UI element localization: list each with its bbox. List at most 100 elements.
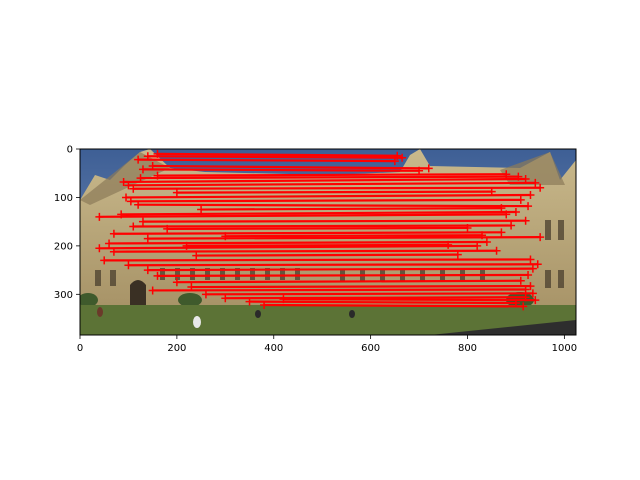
y-tick-label: 200 xyxy=(54,241,73,252)
match-point xyxy=(109,247,118,256)
match-line xyxy=(143,152,407,162)
match-point xyxy=(514,172,523,181)
match-line xyxy=(119,175,530,186)
match-point xyxy=(511,207,520,216)
match-point xyxy=(192,251,201,260)
match-point xyxy=(122,193,131,202)
match-point xyxy=(197,205,206,214)
match-point xyxy=(487,187,496,196)
match-point xyxy=(398,153,407,162)
match-point xyxy=(143,234,152,243)
x-tick-label: 600 xyxy=(361,343,380,354)
match-point xyxy=(260,300,269,309)
match-point xyxy=(105,239,114,248)
match-line xyxy=(124,178,540,190)
match-point xyxy=(521,285,530,294)
match-point xyxy=(201,290,210,299)
y-axis: 0 100 200 300 xyxy=(54,145,80,301)
match-point xyxy=(143,266,152,275)
match-line xyxy=(143,233,545,243)
match-line xyxy=(138,216,530,226)
match-point xyxy=(126,197,135,206)
match-point xyxy=(516,195,525,204)
match-line xyxy=(260,300,528,311)
match-point xyxy=(134,155,143,164)
match-point xyxy=(463,223,472,232)
match-point xyxy=(519,302,528,311)
y-tick-label: 300 xyxy=(54,290,73,301)
match-point xyxy=(153,271,162,280)
match-point xyxy=(138,217,147,226)
match-point xyxy=(528,264,537,273)
match-point xyxy=(531,296,540,305)
x-tick-label: 0 xyxy=(77,343,83,354)
match-point xyxy=(119,177,128,186)
y-tick-label: 0 xyxy=(67,145,73,156)
match-point xyxy=(516,276,525,285)
x-tick-label: 200 xyxy=(167,343,186,354)
match-line xyxy=(221,293,530,303)
match-point xyxy=(148,161,157,170)
axes-frame xyxy=(79,148,577,336)
match-point xyxy=(129,222,138,231)
match-line xyxy=(124,260,542,270)
match-line xyxy=(192,250,462,260)
match-point xyxy=(279,295,288,304)
match-point xyxy=(109,229,118,238)
match-line xyxy=(221,231,487,241)
x-tick-label: 400 xyxy=(264,343,283,354)
match-line xyxy=(153,270,533,280)
match-point xyxy=(521,216,530,225)
match-point xyxy=(526,255,535,264)
match-point xyxy=(478,231,487,240)
match-point xyxy=(124,261,133,270)
match-point xyxy=(492,246,501,255)
match-line xyxy=(122,191,535,202)
match-line xyxy=(279,295,540,305)
match-point xyxy=(136,174,145,183)
match-line xyxy=(129,183,545,193)
match-point xyxy=(134,200,143,209)
match-line xyxy=(172,276,525,287)
match-point xyxy=(153,149,162,158)
match-point xyxy=(524,270,533,279)
match-point xyxy=(497,228,506,237)
match-point xyxy=(172,188,181,197)
match-line xyxy=(95,241,482,253)
match-point xyxy=(526,191,535,200)
match-line xyxy=(105,238,491,248)
match-point xyxy=(221,232,230,241)
match-point xyxy=(528,289,537,298)
match-point xyxy=(129,184,138,193)
match-point xyxy=(424,164,433,173)
x-axis: 0 200 400 600 800 1000 xyxy=(77,335,577,354)
match-point xyxy=(482,238,491,246)
match-line xyxy=(163,223,472,233)
match-line xyxy=(201,289,537,299)
match-point xyxy=(453,250,462,259)
match-line xyxy=(143,264,537,275)
match-point xyxy=(95,244,104,253)
match-point xyxy=(507,221,516,230)
match-point xyxy=(95,212,104,221)
match-line xyxy=(117,207,520,219)
match-point xyxy=(221,294,230,303)
match-point xyxy=(533,260,542,269)
match-point xyxy=(100,256,109,265)
match-point xyxy=(444,240,453,249)
match-point xyxy=(473,241,482,250)
match-point xyxy=(393,151,402,160)
match-line xyxy=(136,172,523,183)
match-point xyxy=(536,183,545,192)
match-line xyxy=(109,228,506,238)
x-tick-label: 1000 xyxy=(552,343,577,354)
match-point xyxy=(138,165,147,174)
match-line xyxy=(129,221,516,231)
match-point xyxy=(172,278,181,287)
match-point xyxy=(143,152,152,161)
feature-match-lines xyxy=(95,149,545,311)
x-tick-label: 800 xyxy=(458,343,477,354)
match-line xyxy=(153,149,402,160)
match-point xyxy=(536,233,545,242)
